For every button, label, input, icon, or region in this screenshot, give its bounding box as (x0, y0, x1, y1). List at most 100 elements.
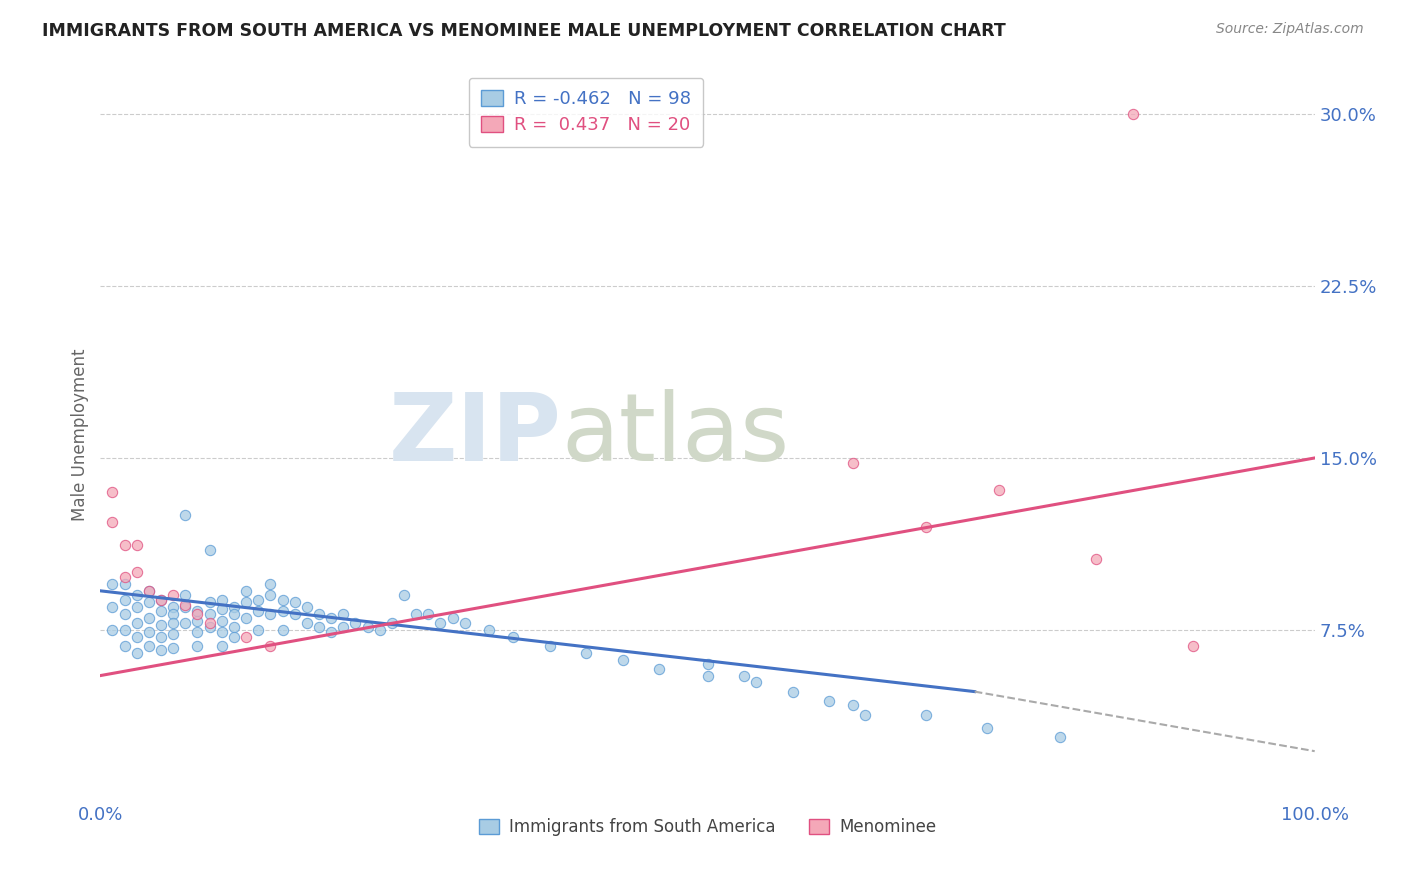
Point (114, 593, 136, 607)
Point (782, 684, 804, 698)
Point (211, 614, 233, 628)
Point (696, 668, 718, 682)
Point (186, 604, 208, 618)
Point (247, 623, 270, 637)
Point (198, 620, 221, 634)
Point (101, 599, 124, 614)
Point (125, 538, 148, 552)
Point (198, 542, 221, 557)
Point (222, 599, 245, 614)
Point (101, 515, 124, 529)
Point (211, 625, 233, 640)
Point (733, 668, 755, 682)
Point (125, 615, 148, 630)
Point (538, 639, 561, 653)
Point (101, 485, 124, 500)
Point (368, 623, 391, 637)
Point (1122, 107, 1144, 121)
Point (418, 607, 440, 621)
Point (114, 639, 136, 653)
Point (235, 630, 257, 644)
Point (114, 538, 136, 552)
Point (259, 639, 281, 653)
Point (125, 566, 148, 580)
Text: atlas: atlas (562, 389, 790, 481)
Point (356, 620, 378, 634)
Point (284, 607, 307, 621)
Point (502, 630, 524, 644)
Point (222, 607, 245, 621)
Point (114, 577, 136, 591)
Point (1182, 639, 1205, 653)
Point (101, 623, 124, 637)
Point (696, 657, 718, 672)
Point (198, 595, 221, 609)
Point (162, 641, 184, 656)
Point (319, 611, 342, 625)
Point (198, 615, 221, 630)
Point (344, 615, 367, 630)
Point (392, 588, 415, 602)
Point (174, 508, 197, 523)
Point (138, 595, 160, 609)
Point (150, 604, 173, 618)
Point (162, 599, 184, 614)
Point (174, 588, 197, 602)
Point (235, 583, 257, 598)
Point (271, 604, 294, 618)
Point (235, 611, 257, 625)
Point (842, 698, 865, 713)
Point (295, 615, 318, 630)
Point (174, 599, 197, 614)
Point (915, 707, 938, 722)
Point (186, 639, 208, 653)
Point (186, 607, 208, 621)
Point (842, 456, 865, 470)
Point (453, 615, 475, 630)
Point (162, 607, 184, 621)
Point (308, 620, 330, 634)
Point (186, 614, 208, 628)
Point (222, 620, 245, 634)
Point (150, 630, 173, 644)
Point (138, 625, 160, 640)
Point (222, 630, 245, 644)
Point (174, 615, 197, 630)
Point (150, 593, 173, 607)
Point (259, 588, 281, 602)
Point (381, 615, 404, 630)
Point (915, 519, 938, 533)
Point (259, 607, 281, 621)
Point (138, 611, 160, 625)
Point (319, 625, 342, 640)
Point (150, 618, 173, 632)
Point (1049, 731, 1071, 745)
Point (162, 627, 184, 641)
Legend: Immigrants from South America, Menominee: Immigrants from South America, Menominee (471, 810, 945, 845)
Point (441, 611, 464, 625)
Point (1085, 551, 1108, 566)
Point (174, 598, 197, 612)
Point (332, 607, 354, 621)
Point (612, 652, 634, 666)
Y-axis label: Male Unemployment: Male Unemployment (72, 349, 89, 521)
Text: Source: ZipAtlas.com: Source: ZipAtlas.com (1216, 22, 1364, 37)
Point (247, 604, 270, 618)
Point (235, 595, 257, 609)
Point (429, 615, 451, 630)
Point (271, 623, 294, 637)
Point (162, 588, 184, 602)
Point (138, 583, 160, 598)
Point (150, 643, 173, 657)
Point (745, 675, 768, 690)
Point (308, 607, 330, 621)
Point (114, 570, 136, 584)
Point (988, 483, 1011, 497)
Point (211, 639, 233, 653)
Point (332, 620, 354, 634)
Point (101, 577, 124, 591)
Point (186, 625, 208, 640)
Point (478, 623, 501, 637)
Point (114, 623, 136, 637)
Point (247, 593, 270, 607)
